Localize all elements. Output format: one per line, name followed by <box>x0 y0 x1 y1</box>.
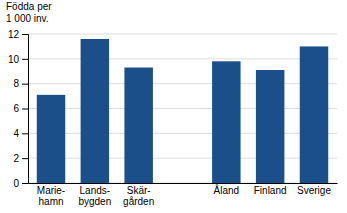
x-axis-line <box>29 183 338 184</box>
bar <box>37 95 65 183</box>
x-tick: Marie-hamn <box>37 185 65 207</box>
y-axis: 0 2 4 6 8 10 12 <box>8 29 29 189</box>
plot-area: 0 2 4 6 8 10 12 Marie-hamn Lands-bygden Skär-gård… <box>8 29 338 207</box>
y-tick: 4 <box>13 128 28 139</box>
y-tick-label: 10 <box>8 54 20 65</box>
y-tick: 6 <box>13 103 28 114</box>
x-tick: Lands-bygden <box>78 185 111 207</box>
y-tick-label: 8 <box>13 78 19 89</box>
grid-line <box>28 83 337 84</box>
grid <box>28 34 337 183</box>
bar <box>124 68 152 183</box>
grid-line <box>28 183 337 184</box>
x-tick: Finland <box>254 185 287 196</box>
grid-line <box>28 158 337 159</box>
x-tick-label-line: Sverige <box>297 185 331 196</box>
y-tick: 8 <box>13 78 28 89</box>
x-tick-label-line: Marie- <box>37 185 65 196</box>
bar <box>300 46 328 183</box>
grid-line <box>28 108 337 109</box>
x-tick-label-line: Lands- <box>80 185 111 196</box>
y-tick-label: 2 <box>13 153 19 164</box>
x-tick-label: Finland <box>254 185 287 196</box>
bar <box>81 39 109 183</box>
y-tick-mark <box>22 84 28 85</box>
y-tick-label: 4 <box>13 128 19 139</box>
bars <box>37 39 328 183</box>
x-tick-label-line: hamn <box>39 196 64 207</box>
x-tick-label-line: Skär- <box>127 185 151 196</box>
y-tick: 10 <box>8 54 28 65</box>
x-tick-label: Åland <box>214 184 240 196</box>
y-tick-mark <box>22 109 28 110</box>
y-tick: 12 <box>8 29 28 40</box>
x-tick: Skär-gården <box>123 185 154 207</box>
y-tick: 2 <box>13 153 28 164</box>
y-tick-mark <box>22 34 28 35</box>
x-axis: Marie-hamn Lands-bygden Skär-gården Åland Fi… <box>29 184 338 208</box>
bar <box>256 70 284 183</box>
y-tick: 0 <box>13 178 28 189</box>
bar <box>212 61 240 183</box>
y-tick-mark <box>22 158 28 159</box>
chart-container: 0 2 4 6 8 10 12 Marie-hamn Lands-bygden Skär-gård… <box>0 0 347 213</box>
grid-line <box>28 58 337 59</box>
y-tick-label: 12 <box>8 29 20 40</box>
x-tick: Åland <box>214 184 240 196</box>
grid-line <box>28 133 337 134</box>
y-axis-title-line: Födda per <box>6 1 52 12</box>
x-tick-label: Marie-hamn <box>37 185 65 207</box>
grid-line <box>28 34 337 35</box>
y-tick-label: 0 <box>13 178 19 189</box>
x-tick-label-line: gården <box>123 196 154 207</box>
y-axis-title: Födda per1 000 inv. <box>6 1 52 24</box>
chart-svg: 0 2 4 6 8 10 12 Marie-hamn Lands-bygden Skär-gård… <box>0 0 347 213</box>
x-tick-label-line: Finland <box>254 185 287 196</box>
y-tick-mark <box>22 59 28 60</box>
y-axis-line <box>22 35 29 184</box>
x-tick-label-line: bygden <box>78 196 111 207</box>
y-tick-mark <box>22 133 28 134</box>
y-tick-label: 6 <box>13 103 19 114</box>
x-tick-label-line: Åland <box>214 184 240 196</box>
y-axis-title-line: 1 000 inv. <box>6 13 49 24</box>
x-tick-label: Lands-bygden <box>78 185 111 207</box>
y-tick-mark <box>22 183 28 184</box>
x-tick-label: Sverige <box>297 185 331 196</box>
x-tick-label: Skär-gården <box>123 185 154 207</box>
x-tick: Sverige <box>297 185 331 196</box>
